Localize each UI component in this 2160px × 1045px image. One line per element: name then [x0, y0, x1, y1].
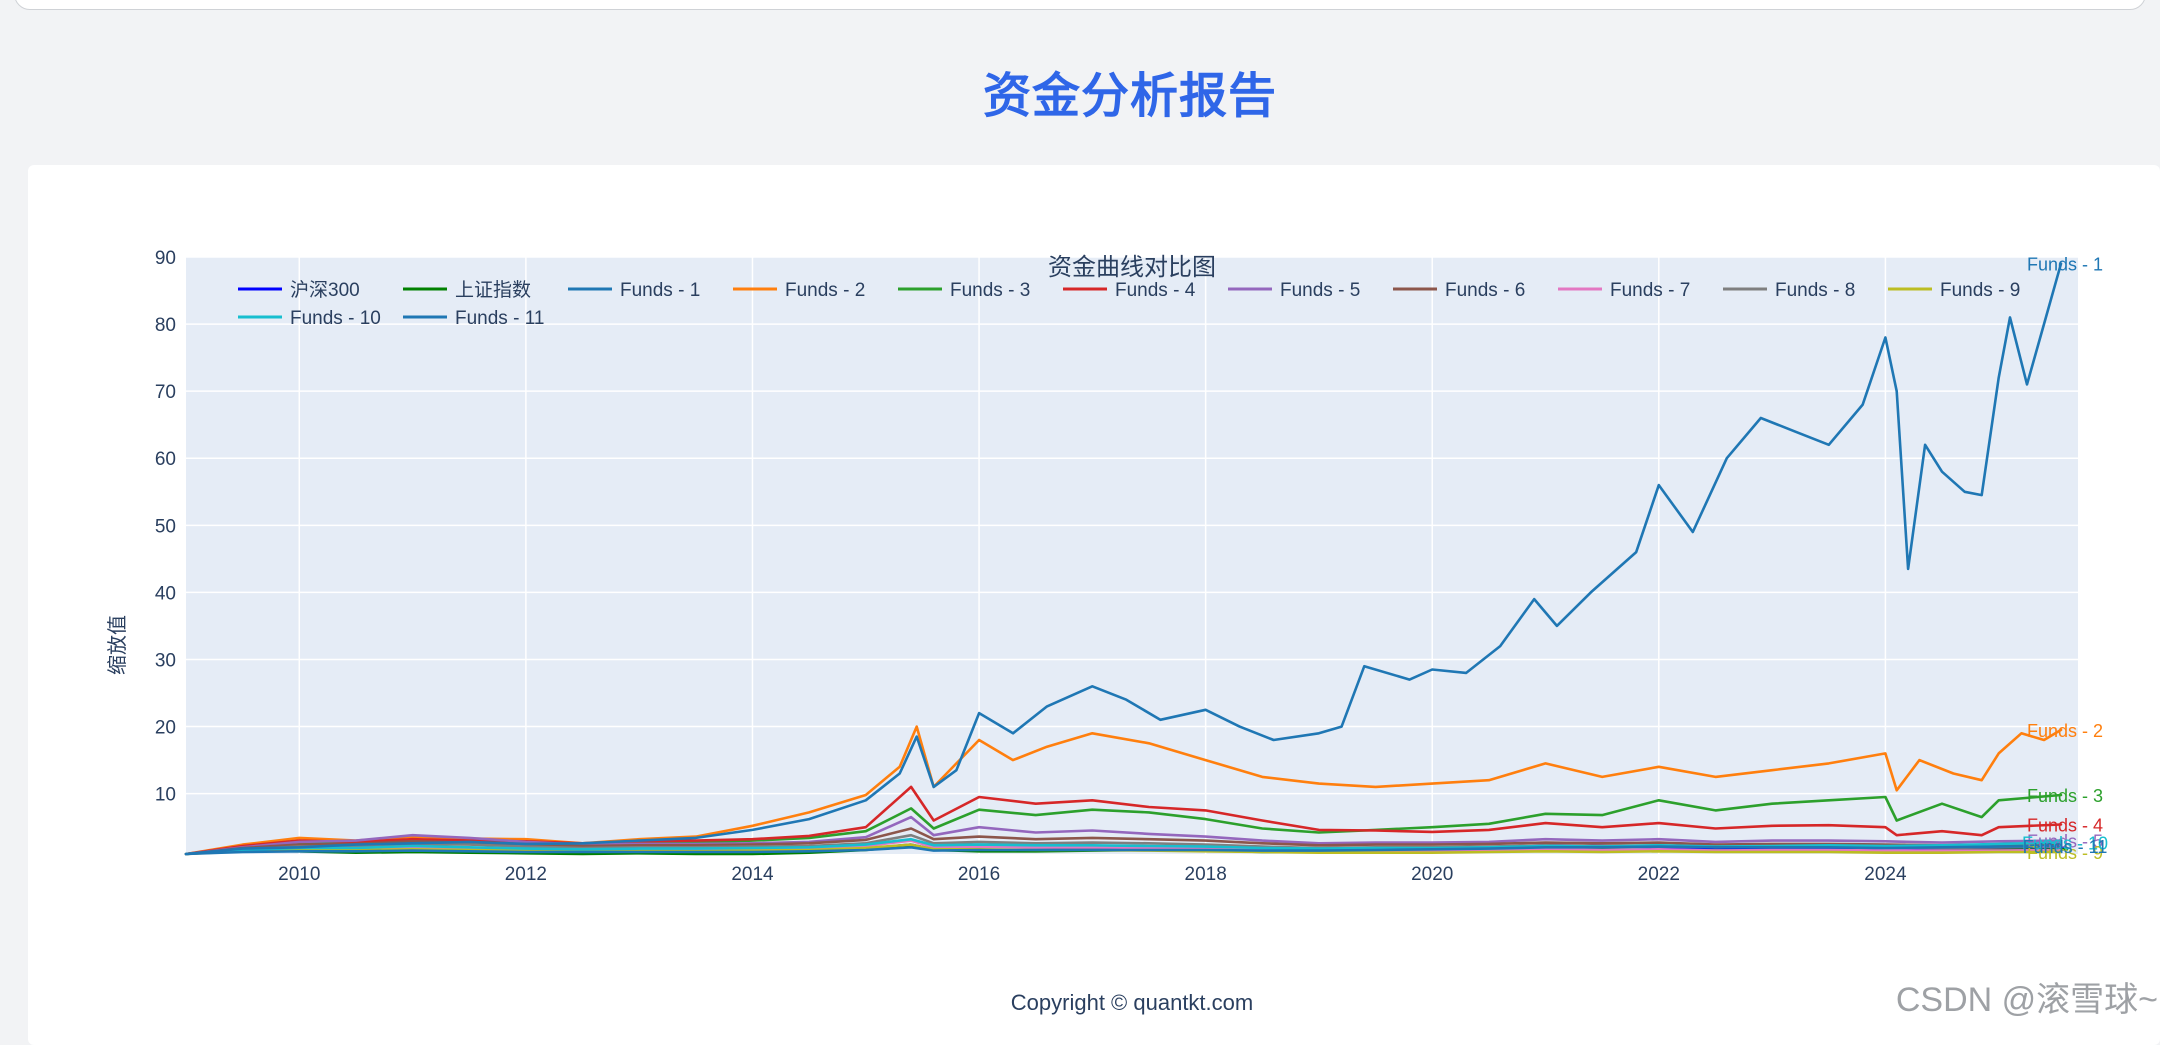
legend-label: Funds - 2	[785, 280, 865, 301]
csdn-watermark: CSDN @滚雪球~	[1895, 981, 2158, 1019]
y-tick-label: 70	[155, 382, 176, 403]
legend-item[interactable]: Funds - 10	[238, 308, 381, 329]
series-end-label: Funds - 3	[2027, 786, 2103, 806]
series-end-label: Funds - 1	[2027, 255, 2103, 275]
legend-item[interactable]: Funds - 8	[1723, 280, 1855, 301]
y-tick-label: 90	[155, 248, 176, 269]
series-end-label: Funds - 5	[2027, 832, 2103, 852]
legend-item[interactable]: Funds - 7	[1558, 280, 1690, 301]
series-line-funds-5[interactable]	[184, 815, 2063, 856]
y-tick-label: 50	[155, 516, 176, 537]
y-tick-label: 30	[155, 650, 176, 671]
legend-item[interactable]: Funds - 4	[1063, 280, 1196, 301]
y-tick-label: 10	[155, 785, 176, 806]
legend-item[interactable]: Funds - 9	[1888, 280, 2020, 301]
series-end-label: Funds - 4	[2027, 815, 2103, 835]
legend-label: Funds - 11	[455, 308, 544, 329]
legend-item[interactable]: Funds - 2	[733, 280, 865, 301]
legend-item[interactable]: Funds - 3	[898, 280, 1030, 301]
plot-area	[186, 257, 2078, 854]
x-tick-label: 2014	[731, 864, 774, 885]
series-line-funds-11[interactable]	[184, 844, 2063, 856]
legend-item[interactable]: 上证指数	[403, 279, 531, 301]
series-end-label: Funds - 9	[2027, 843, 2103, 863]
y-axis-title: 缩放值	[106, 615, 129, 675]
y-tick-label: 80	[155, 315, 176, 336]
legend-item[interactable]: Funds - 1	[568, 280, 700, 301]
legend-item[interactable]: Funds - 11	[403, 308, 544, 329]
x-tick-label: 2024	[1864, 864, 1907, 885]
x-tick-label: 2012	[505, 864, 547, 885]
series-end-label: Funds - 11	[2023, 837, 2108, 857]
footer-copyright: Copyright © quantkt.com	[1010, 990, 1254, 1015]
legend-label: Funds - 8	[1775, 280, 1855, 301]
x-tick-label: 2010	[278, 864, 320, 885]
x-tick-label: 2020	[1411, 864, 1453, 885]
x-tick-label: 2022	[1638, 864, 1680, 885]
legend-label: Funds - 4	[1115, 280, 1196, 301]
y-tick-label: 20	[155, 718, 176, 739]
legend-label: 沪深300	[290, 279, 360, 301]
legend-label: Funds - 9	[1940, 280, 2020, 301]
x-tick-label: 2016	[958, 864, 1000, 885]
browser-address-bar	[0, 0, 2160, 10]
x-tick-label: 2018	[1185, 864, 1227, 885]
legend-item[interactable]: Funds - 5	[1228, 280, 1360, 301]
series-end-label: Funds - 2	[2027, 721, 2103, 741]
series-end-label: Funds - 10	[2022, 834, 2108, 854]
series-line-funds-1[interactable]	[184, 262, 2063, 856]
y-tick-label: 40	[155, 583, 176, 604]
chart-card: Funds - 1 Funds - 2 Funds - 3 Funds - 4 Fund…	[28, 165, 2160, 1045]
report-title: 资金分析报告	[982, 70, 1277, 123]
legend-label: Funds - 1	[620, 280, 700, 301]
legend-item[interactable]: Funds - 6	[1393, 280, 1525, 301]
address-bar-pill[interactable]	[14, 0, 2146, 10]
legend-label: Funds - 3	[950, 280, 1030, 301]
legend-item[interactable]: 沪深300	[238, 279, 360, 301]
legend-label: Funds - 5	[1280, 280, 1360, 301]
y-tick-label: 60	[155, 449, 176, 470]
legend-label: Funds - 7	[1610, 280, 1690, 301]
legend-label: Funds - 6	[1445, 280, 1525, 301]
legend-label: Funds - 10	[290, 308, 381, 329]
chart-title: 资金曲线对比图	[1048, 254, 1216, 281]
legend-label: 上证指数	[455, 279, 531, 301]
